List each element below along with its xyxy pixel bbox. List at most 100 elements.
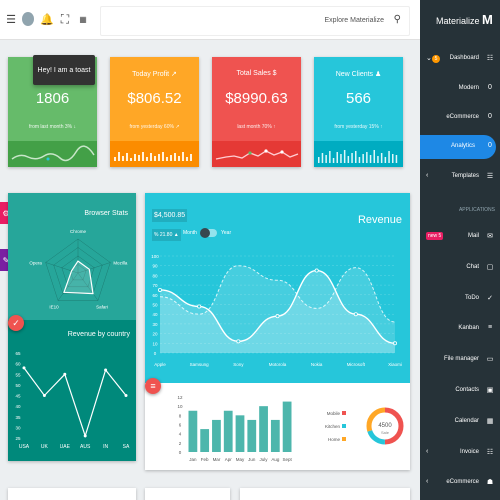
sidebar-item[interactable]: ‹ Templates ☰ xyxy=(420,165,500,189)
check-icon: ✓ xyxy=(487,294,493,302)
search-input[interactable]: Explore Materialize xyxy=(324,17,384,24)
country-point xyxy=(42,394,46,397)
brand-title[interactable]: Materialize xyxy=(436,16,480,26)
sidebar-item-label: Analytics xyxy=(450,143,475,149)
sidebar-item-label: Modern xyxy=(458,85,479,91)
avatar[interactable] xyxy=(22,12,34,26)
month-year-toggle[interactable] xyxy=(200,228,217,238)
sidebar-app-label: File manager xyxy=(443,356,479,363)
search-icon[interactable]: ⚲ xyxy=(393,14,401,25)
check-fab[interactable]: ✓ xyxy=(8,315,24,331)
y-tick-label: 6 xyxy=(179,423,182,428)
sidebar-app-label: Mail xyxy=(467,233,479,239)
sparkline xyxy=(215,150,299,160)
sidebar-item[interactable]: ⌄ 5 Dashboard ☷ xyxy=(420,47,500,71)
radar-axis xyxy=(77,262,111,274)
legend-swatch xyxy=(342,424,346,428)
spark-bar xyxy=(130,158,132,161)
revenue-amount: $4,500.85 xyxy=(152,209,188,222)
sidebar-app-item[interactable]: Kanban ≡ xyxy=(420,317,500,341)
spark-bar xyxy=(126,153,128,161)
spark-bar xyxy=(373,150,375,163)
bar[interactable] xyxy=(247,419,257,452)
spark-bar xyxy=(362,154,364,163)
spark-bar xyxy=(174,153,176,161)
stat-card[interactable]: Total Sales $ $8990.63 last month 70% ↑ xyxy=(212,57,301,167)
bar[interactable] xyxy=(270,419,280,452)
fullscreen-icon[interactable]: ⛶ xyxy=(60,11,70,26)
sidebar-item[interactable]: Analytics 0 xyxy=(420,135,496,159)
radar-label: Mozilla xyxy=(113,260,128,265)
x-tick-label: Jan xyxy=(189,457,197,462)
country-point xyxy=(124,394,128,397)
revenue-point xyxy=(157,287,162,292)
spark-bar xyxy=(329,151,331,163)
spark-bar xyxy=(178,156,180,161)
x-tick-label: IN xyxy=(103,444,108,450)
spark-bar xyxy=(114,157,116,161)
bar[interactable] xyxy=(212,419,221,452)
chat-icon: ▢ xyxy=(486,263,494,271)
menu-icon[interactable]: ☰ xyxy=(6,13,16,26)
y-tick-label: 0 xyxy=(154,351,157,356)
sidebar-app-item[interactable]: Chat ▢ xyxy=(420,256,500,280)
y-tick-label: 70 xyxy=(152,283,158,288)
chevron-down-icon: ⌄ xyxy=(426,55,432,62)
sidebar-app-item[interactable]: File manager ▭ xyxy=(420,348,500,372)
y-tick-label: 8 xyxy=(179,413,182,418)
stat-card-value: $806.52 xyxy=(127,90,182,107)
sidebar-app-item[interactable]: ToDo ✓ xyxy=(420,287,500,311)
bell-icon[interactable]: 🔔 xyxy=(40,13,54,26)
spark-bar xyxy=(384,157,387,163)
bar[interactable] xyxy=(200,429,210,452)
y-tick-label: 30 xyxy=(152,322,158,327)
stat-card-subtext: last month 70% ↑ xyxy=(237,124,276,130)
flag-icon[interactable]: ▦ xyxy=(79,14,87,24)
y-tick-label: 45 xyxy=(15,394,21,399)
stat-card[interactable]: Today Profit ↗ $806.52 from yesterday 60% … xyxy=(110,57,199,167)
sidebar-app-item[interactable]: Calendar ▦ xyxy=(420,410,500,434)
country-point xyxy=(63,372,67,376)
search-bar[interactable]: Explore Materialize ⚲ xyxy=(100,6,410,36)
stat-card[interactable]: New Clients ♟ 566 from yesterday 15% ↑ xyxy=(314,57,403,167)
radar-grid xyxy=(45,238,111,301)
y-tick-label: 60 xyxy=(152,293,158,298)
radar-grid xyxy=(69,264,87,281)
sidebar-app-item[interactable]: new 5 Mail ✉ xyxy=(420,225,500,249)
spark-bar xyxy=(377,156,379,163)
legend-label: Mobile xyxy=(327,411,341,416)
bar[interactable] xyxy=(259,406,268,452)
spark-bar xyxy=(186,157,188,161)
sidebar-item[interactable]: eCommerce 0 xyxy=(420,106,500,130)
y-tick-label: 20 xyxy=(152,332,158,337)
radar-label: Safari xyxy=(96,305,108,310)
stat-card-sparkline xyxy=(212,141,301,167)
bar[interactable] xyxy=(223,410,233,452)
country-line xyxy=(23,367,127,438)
spark-bar xyxy=(134,154,136,161)
sidebar-app-item[interactable]: Contacts ▣ xyxy=(420,379,500,403)
spark-bar xyxy=(366,152,368,163)
sidebar-app-item[interactable]: ‹ eCommerce ☗ xyxy=(420,471,500,495)
bar[interactable] xyxy=(188,410,198,452)
revenue-country-panel: Revenue by country 65 60 55 50 45 40 35 30 25 USA… xyxy=(8,320,136,461)
bar[interactable] xyxy=(235,415,245,452)
brand-logo[interactable]: M xyxy=(482,12,493,27)
sidebar-item[interactable]: Modern 0 xyxy=(420,77,500,101)
revenue-point xyxy=(392,341,397,346)
stat-card-value: 566 xyxy=(345,90,372,107)
y-tick-label: 65 xyxy=(15,351,21,356)
kanban-icon: ≡ xyxy=(487,324,493,332)
sidebar-app-label: Chat xyxy=(466,263,479,270)
spark-bar xyxy=(325,155,327,163)
chevron-left-icon: ‹ xyxy=(426,172,429,179)
menu-fab[interactable]: ≡ xyxy=(145,378,161,394)
y-tick-label: 25 xyxy=(15,436,21,441)
x-tick-label: Apple xyxy=(154,362,166,367)
circle-icon: 0 xyxy=(488,142,492,149)
contacts-icon: ▣ xyxy=(486,387,494,394)
revenue-country-chart: 65 60 55 50 45 40 35 30 25 USA UK UAE AUS IN SA xyxy=(15,351,130,450)
sidebar-app-item[interactable]: ‹ Invoice ☷ xyxy=(420,441,500,465)
bar[interactable] xyxy=(282,401,292,452)
x-tick-label: Apr xyxy=(225,457,233,462)
